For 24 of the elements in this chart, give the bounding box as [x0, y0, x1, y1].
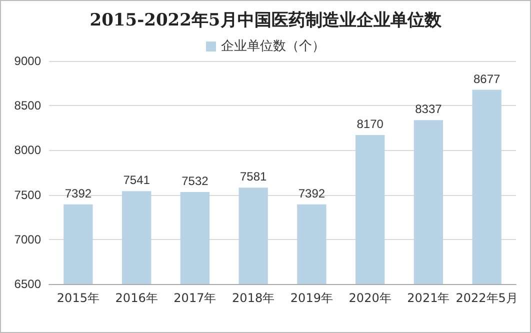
- data-label: 8337: [415, 102, 442, 116]
- y-tick-label: 8500: [14, 98, 42, 113]
- chart-title: 2015-2022年5月中国医药制造业企业单位数: [90, 10, 442, 30]
- x-tick-label: 2016年: [115, 291, 158, 305]
- x-tick-label: 2018年: [232, 291, 275, 305]
- data-label: 7541: [123, 173, 150, 188]
- data-label: 7392: [298, 186, 326, 200]
- data-label: 7392: [64, 186, 92, 200]
- data-label: 7532: [182, 174, 209, 188]
- y-tick-label: 6500: [14, 277, 42, 291]
- x-tick-label: 2021年: [407, 291, 450, 305]
- x-tick-label: 2019年: [290, 291, 333, 305]
- y-tick-label: 9000: [14, 54, 42, 68]
- data-label: 8677: [473, 72, 500, 86]
- y-tick-label: 7000: [14, 232, 42, 246]
- legend-label: 企业单位数（个）: [221, 39, 325, 54]
- x-tick-label: 2017年: [174, 291, 216, 305]
- data-label: 8170: [356, 117, 384, 132]
- data-label: 7581: [240, 170, 267, 184]
- x-tick-label: 2020年: [348, 291, 392, 305]
- y-tick-label: 8000: [14, 143, 42, 158]
- x-tick-label: 2022年5月: [456, 291, 518, 305]
- y-tick-label: 7500: [14, 188, 42, 202]
- x-tick-label: 2015年: [56, 291, 100, 305]
